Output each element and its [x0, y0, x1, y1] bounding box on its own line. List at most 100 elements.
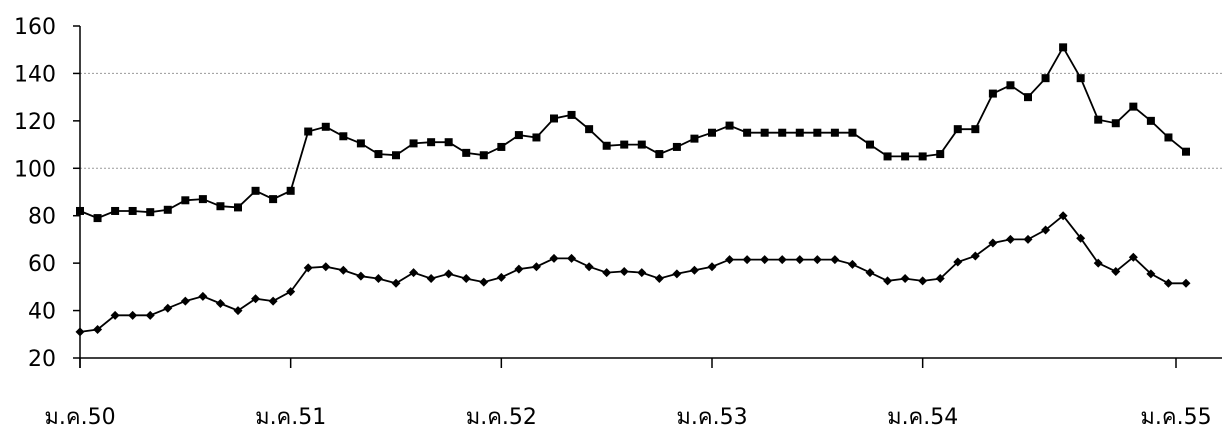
data-point — [1076, 74, 1085, 83]
data-point — [163, 205, 172, 214]
data-point — [1111, 119, 1120, 128]
data-point — [339, 132, 348, 141]
data-point — [901, 152, 910, 161]
data-point — [1006, 81, 1015, 90]
data-point — [374, 150, 383, 159]
data-point — [813, 128, 822, 137]
data-point — [479, 151, 488, 160]
data-point — [1041, 225, 1051, 235]
data-point — [725, 121, 734, 130]
data-point — [830, 128, 839, 137]
data-point — [180, 296, 190, 306]
data-point — [619, 266, 629, 276]
data-point — [602, 141, 611, 150]
data-point — [847, 259, 857, 269]
data-point — [602, 268, 612, 278]
data-point — [514, 131, 523, 140]
data-point — [866, 140, 874, 149]
data-point — [795, 128, 804, 137]
data-point — [427, 138, 436, 147]
series-line — [79, 45, 1187, 220]
data-point — [251, 294, 261, 304]
data-point — [830, 255, 840, 265]
y-tick-labels: 20 40 60 80 100 120 140 160 — [14, 15, 80, 372]
data-point — [426, 274, 436, 284]
data-point — [1005, 234, 1015, 244]
data-point — [1023, 234, 1033, 244]
x-tick-label: ม.ค.50 — [44, 405, 115, 430]
data-point — [672, 142, 681, 151]
x-tick-label: ม.ค.52 — [466, 405, 537, 430]
data-point — [883, 276, 893, 286]
data-point — [707, 262, 717, 272]
data-point — [76, 206, 84, 215]
data-point — [988, 238, 998, 248]
data-point — [953, 125, 962, 134]
data-point — [356, 271, 366, 281]
y-tick-label: 120 — [14, 110, 56, 135]
data-point — [567, 253, 577, 263]
data-point — [233, 306, 243, 316]
data-point — [409, 139, 418, 148]
data-point — [936, 150, 945, 159]
data-point — [1182, 147, 1190, 156]
data-point — [760, 255, 770, 265]
data-point — [1076, 233, 1086, 243]
data-point — [848, 128, 857, 137]
y-tick-label: 20 — [28, 347, 56, 372]
data-point — [338, 265, 348, 275]
y-tick-label: 140 — [14, 62, 56, 87]
data-point — [444, 269, 454, 279]
data-point — [637, 140, 646, 149]
y-tick-label: 80 — [28, 205, 56, 230]
data-point — [268, 296, 278, 306]
x-tick-label: ม.ค.55 — [1140, 405, 1211, 430]
data-point — [690, 134, 699, 143]
data-point — [286, 287, 296, 297]
data-point — [743, 128, 752, 137]
data-point — [1111, 266, 1121, 276]
data-point — [620, 140, 629, 149]
data-point — [269, 195, 278, 204]
data-point — [550, 114, 558, 123]
data-point — [251, 186, 260, 195]
data-point — [1164, 133, 1173, 142]
data-point — [918, 152, 927, 161]
axes — [79, 26, 1222, 368]
data-point — [760, 128, 769, 137]
data-point — [1129, 102, 1138, 111]
data-point — [778, 128, 787, 137]
data-point — [795, 255, 805, 265]
series-line — [79, 214, 1186, 333]
data-point — [725, 255, 735, 265]
data-point — [900, 274, 910, 284]
data-point — [444, 138, 453, 147]
data-point — [391, 278, 401, 288]
y-tick-label: 100 — [14, 157, 56, 182]
data-point — [321, 122, 330, 131]
data-point — [75, 327, 85, 337]
data-point — [373, 274, 383, 284]
data-point — [215, 298, 225, 308]
series-1 — [76, 43, 1190, 223]
data-point — [742, 255, 752, 265]
data-point — [497, 142, 506, 151]
data-point — [532, 133, 541, 142]
x-tick-label: ม.ค.54 — [887, 405, 958, 430]
data-point — [145, 310, 155, 320]
gridlines — [80, 72, 1222, 169]
series-layer — [75, 43, 1191, 337]
data-point — [514, 264, 524, 274]
data-point — [812, 255, 822, 265]
data-point — [585, 125, 594, 134]
data-point — [111, 206, 120, 215]
data-point — [409, 268, 419, 278]
data-point — [777, 255, 787, 265]
y-tick-label: 160 — [14, 15, 56, 40]
data-point — [93, 325, 103, 335]
data-point — [654, 274, 664, 284]
data-point — [672, 269, 682, 279]
data-point — [1128, 252, 1138, 262]
data-point — [1163, 278, 1173, 288]
data-point — [198, 195, 207, 204]
